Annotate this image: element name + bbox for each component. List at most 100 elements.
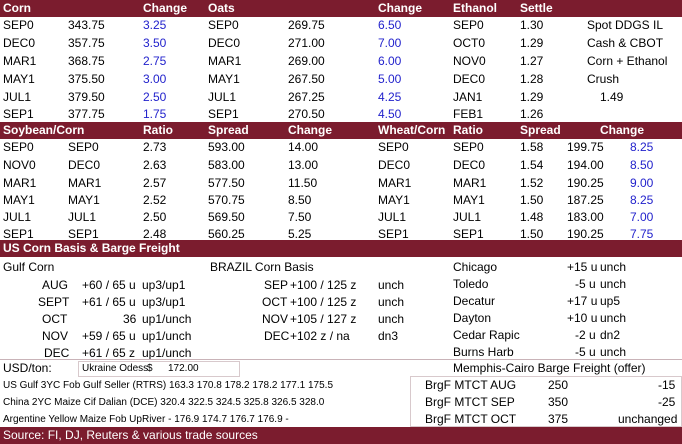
soy-month: SEP0 — [3, 140, 34, 154]
brazil-change: dn3 — [378, 329, 399, 343]
ratio: 2.63 — [143, 158, 167, 172]
corn-price: 375.50 — [68, 72, 105, 86]
city-change: unch — [600, 260, 627, 274]
note: Spot DDGS IL — [587, 18, 664, 32]
wheat-month: SEP1 — [378, 227, 409, 241]
gulf-value: 36 — [123, 312, 137, 326]
corn-change: 3.50 — [143, 36, 167, 50]
corn-price: 343.75 — [68, 18, 105, 32]
wheat-spread: 199.75 — [567, 140, 604, 154]
oats-price: 269.75 — [288, 18, 325, 32]
corn-change: 2.75 — [143, 54, 167, 68]
wheat-ratio: 1.52 — [520, 176, 544, 190]
corn-price: 368.75 — [68, 54, 105, 68]
gulf-change: up3/up1 — [142, 278, 186, 292]
corn-change: 3.25 — [143, 18, 167, 32]
gulf-value: +61 / 65 z — [82, 346, 136, 360]
ethanol-settle: 1.26 — [520, 107, 544, 121]
corn-month: JUL1 — [3, 90, 32, 104]
oats-change: 7.00 — [378, 36, 402, 50]
note: Corn + Ethanol — [587, 54, 668, 68]
gulf-value: +59 / 65 u — [82, 329, 136, 343]
brazil-change: unch — [378, 295, 405, 309]
soy-month: SEP1 — [3, 227, 34, 241]
brazil-value: +102 z / na — [290, 329, 350, 343]
ukraine-label: Ukraine Odess — [82, 363, 149, 374]
change-header: Change — [288, 123, 333, 137]
basis-header-title: US Corn Basis & Barge Freight — [3, 241, 180, 255]
corn-month: DEC0 — [3, 36, 36, 50]
wheat-change: 8.25 — [630, 193, 654, 207]
spread: 569.50 — [208, 210, 245, 224]
wheat-spread: 190.25 — [567, 227, 604, 241]
city-change: unch — [600, 345, 627, 359]
city-name: Decatur — [453, 294, 496, 308]
barge-value: 375 — [548, 412, 569, 426]
note: Cash & CBOT — [587, 36, 664, 50]
spread: 570.75 — [208, 193, 245, 207]
oats-change: 6.50 — [378, 18, 402, 32]
wheat-corn-month: SEP0 — [453, 140, 484, 154]
brazil-month: SEP — [264, 278, 289, 292]
ethanol-month: NOV0 — [453, 54, 486, 68]
barge-value: 250 — [548, 378, 569, 392]
change: 14.00 — [288, 140, 319, 154]
wheat-ratio: 1.48 — [520, 210, 544, 224]
change: 8.50 — [288, 193, 312, 207]
wheat-month: MAY1 — [378, 193, 410, 207]
city-change: unch — [600, 311, 627, 325]
wheat-corn-month: MAR1 — [453, 176, 487, 190]
ethanol-settle: 1.29 — [520, 36, 544, 50]
oats-change: 6.00 — [378, 54, 402, 68]
fob-row: US Gulf 3YC Fob Gulf Seller (RTRS) 163.3… — [3, 380, 334, 391]
corn-month: DEC0 — [68, 158, 101, 172]
wheat-change: 8.25 — [630, 140, 654, 154]
corn-month: JUL1 — [68, 210, 97, 224]
wheat-corn-month: DEC0 — [453, 158, 486, 172]
oats-price: 269.00 — [288, 54, 325, 68]
corn-month: SEP1 — [68, 227, 99, 241]
gulf-month: OCT — [42, 312, 68, 326]
ethanol-settle: 1.28 — [520, 72, 544, 86]
barge-label: BrgF MTCT SEP — [425, 395, 515, 409]
barge-change: -15 — [658, 378, 676, 392]
wheat-month: DEC0 — [378, 158, 411, 172]
corn-change: 2.50 — [143, 90, 167, 104]
brazil-month: NOV — [262, 312, 289, 326]
brazil-value: +100 / 125 z — [290, 295, 357, 309]
soy-month: MAR1 — [3, 176, 37, 190]
corn-change: 3.00 — [143, 72, 167, 86]
soy-month: JUL1 — [3, 210, 32, 224]
source-text: Source: FI, DJ, Reuters & various trade … — [3, 428, 258, 442]
oats-change-header: Change — [378, 1, 423, 15]
oats-change: 4.25 — [378, 90, 402, 104]
wheat-spread: 187.25 — [567, 193, 604, 207]
gulf-corn-title: Gulf Corn — [3, 260, 55, 274]
ratio2-header: Ratio — [453, 123, 483, 137]
ethanol-settle: 1.29 — [520, 90, 544, 104]
ethanol-settle: 1.27 — [520, 54, 544, 68]
corn-month: MAR1 — [68, 176, 102, 190]
wheat-corn-month: JUL1 — [453, 210, 482, 224]
city-name: Dayton — [453, 311, 492, 325]
wheat-month: MAR1 — [378, 176, 412, 190]
barge-label: BrgF MTCT OCT — [425, 412, 517, 426]
gulf-change: up3/up1 — [142, 295, 186, 309]
ukraine-box — [78, 361, 240, 377]
wheat-change: 7.00 — [630, 210, 654, 224]
ethanol-month: DEC0 — [453, 72, 486, 86]
ukraine-value: 172.00 — [168, 363, 199, 374]
spread2-header: Spread — [520, 123, 561, 137]
corn-change: 1.75 — [143, 107, 167, 121]
wheat-month: SEP0 — [378, 140, 409, 154]
wheat-ratio: 1.50 — [520, 227, 544, 241]
corn-oats-ethanol-header: Corn Change Oats Change Ethanol Settle — [0, 0, 682, 17]
ratio: 2.73 — [143, 140, 167, 154]
wheat-corn-header: Wheat/Corn — [378, 123, 446, 137]
corn-month: SEP1 — [3, 107, 34, 121]
corn-change-header: Change — [143, 1, 188, 15]
city-basis: +17 u — [567, 294, 598, 308]
change2-header: Change — [600, 123, 645, 137]
gulf-month: NOV — [42, 329, 69, 343]
wheat-ratio: 1.54 — [520, 158, 544, 172]
